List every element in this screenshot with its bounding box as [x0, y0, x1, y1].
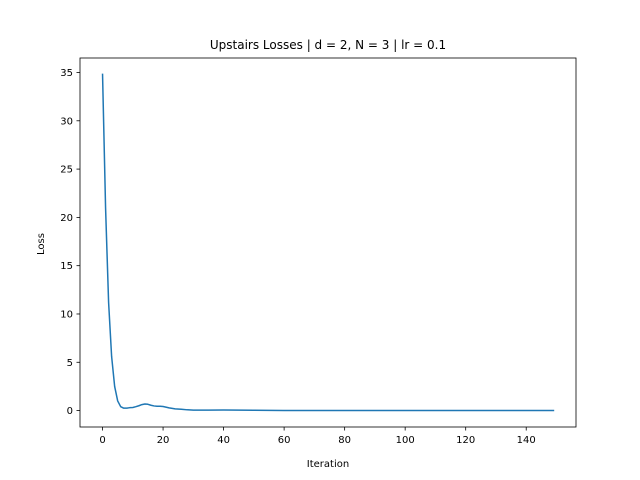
x-axis-title: Iteration	[307, 459, 349, 470]
x-tick-label: 20	[157, 435, 170, 446]
x-tick-label: 40	[217, 435, 230, 446]
x-tick-label: 0	[99, 435, 105, 446]
axes-frame	[79, 57, 577, 428]
chart-title: Upstairs Losses | d = 2, N = 3 | lr = 0.…	[210, 38, 446, 52]
y-tick-label: 15	[60, 261, 73, 272]
x-tick-label: 120	[456, 435, 475, 446]
y-tick-label: 5	[67, 358, 73, 369]
y-tick-label: 10	[60, 309, 73, 320]
series-line-0	[101, 73, 555, 412]
x-tick-label: 140	[517, 435, 536, 446]
x-tick-label: 100	[396, 435, 415, 446]
y-tick-label: 35	[60, 68, 73, 79]
y-axis-title: Loss	[36, 233, 47, 255]
y-tick-label: 30	[60, 116, 73, 127]
y-tick-label: 25	[60, 165, 73, 176]
x-tick-label: 60	[278, 435, 291, 446]
x-tick-label: 80	[338, 435, 351, 446]
plot-area: 0 20 40 60 80 100 120 140 0 5 10 15 20 25 30 35	[60, 57, 577, 446]
y-tick-label: 0	[67, 406, 73, 417]
y-tick-label: 20	[60, 213, 73, 224]
